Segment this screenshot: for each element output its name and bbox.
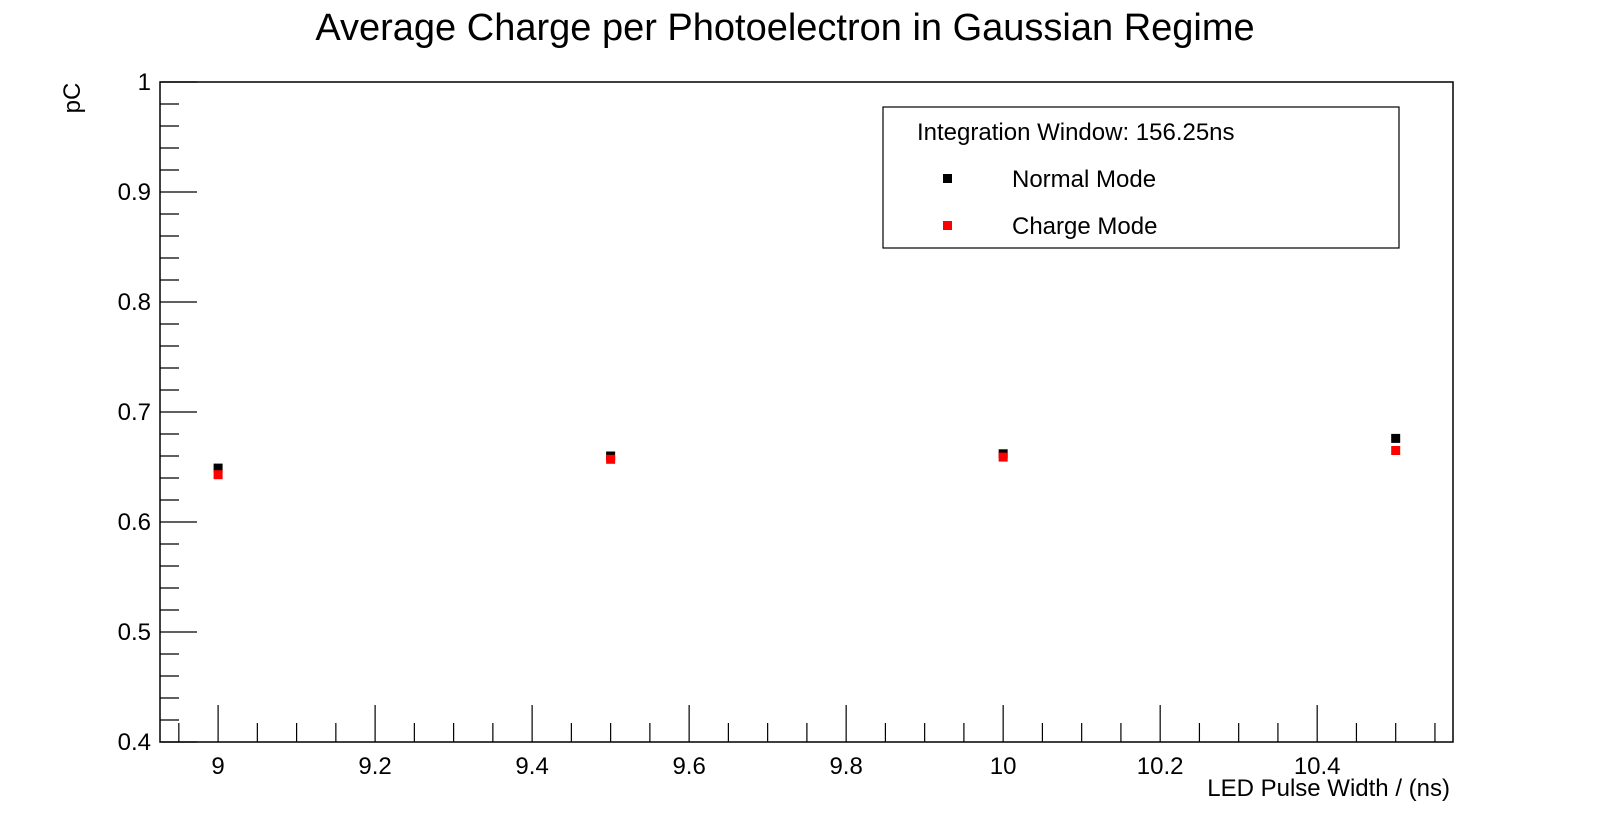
y-tick-label: 0.6 xyxy=(118,509,151,536)
data-point-normal-mode xyxy=(1391,433,1401,443)
data-point-normal-mode xyxy=(213,463,223,473)
legend-marker-charge-mode xyxy=(943,221,952,230)
x-tick-label: 10.2 xyxy=(1137,753,1184,780)
data-point-charge-mode xyxy=(606,454,616,464)
legend-label-charge-mode: Charge Mode xyxy=(1012,213,1157,240)
series-charge-mode xyxy=(213,446,1401,480)
y-tick-label: 0.8 xyxy=(118,289,151,316)
x-tick-label: 9.8 xyxy=(829,753,862,780)
y-axis: 0.4 0.5 0.6 0.7 0.8 0.9 1 xyxy=(118,69,197,756)
y-tick-label: 0.9 xyxy=(118,179,151,206)
legend-box xyxy=(882,106,1400,249)
data-point-charge-mode xyxy=(998,452,1008,462)
x-axis: 9 9.2 9.4 9.6 9.8 10 10.2 10.4 xyxy=(178,705,1436,780)
series-normal-mode xyxy=(213,433,1401,473)
x-tick-label: 9.6 xyxy=(672,753,705,780)
y-tick-label: 0.4 xyxy=(118,729,151,756)
legend-marker-normal-mode xyxy=(943,174,952,183)
y-tick-label: 0.5 xyxy=(118,619,151,646)
series-layer xyxy=(213,433,1401,480)
legend: Integration Window: 156.25ns Normal Mode… xyxy=(882,106,1400,249)
legend-label-normal-mode: Normal Mode xyxy=(1012,166,1156,193)
x-tick-label: 9.4 xyxy=(515,753,548,780)
x-tick-label: 10.4 xyxy=(1294,753,1341,780)
y-axis-label: pC xyxy=(59,83,86,114)
chart-title: Average Charge per Photoelectron in Gaus… xyxy=(315,7,1254,49)
x-axis-label: LED Pulse Width / (ns) xyxy=(1207,775,1450,802)
y-tick-label: 1 xyxy=(138,69,151,96)
data-point-charge-mode xyxy=(1391,446,1401,455)
y-tick-label: 0.7 xyxy=(118,399,151,426)
x-tick-label: 9 xyxy=(211,753,224,780)
x-tick-label: 9.2 xyxy=(358,753,391,780)
x-tick-label: 10 xyxy=(990,753,1017,780)
data-point-charge-mode xyxy=(213,470,223,480)
legend-header: Integration Window: 156.25ns xyxy=(917,119,1235,146)
